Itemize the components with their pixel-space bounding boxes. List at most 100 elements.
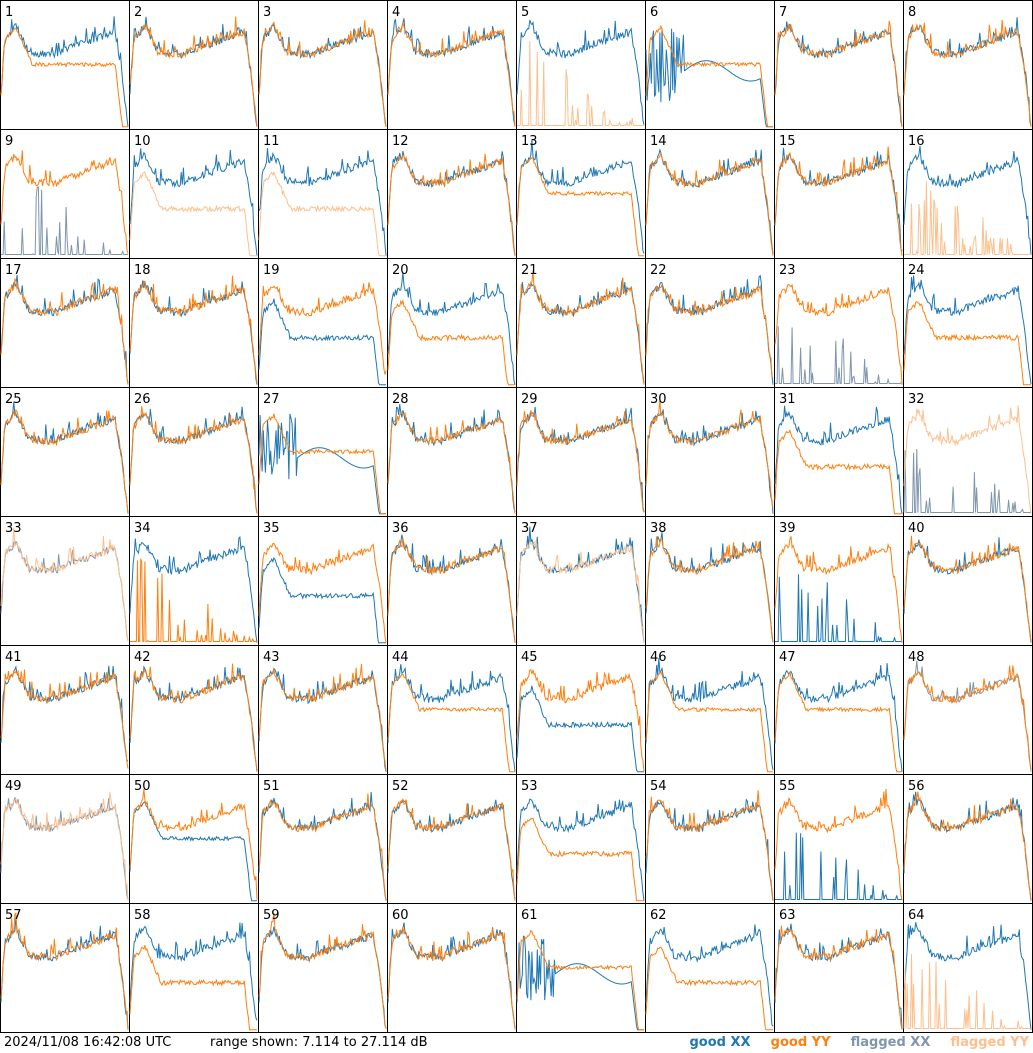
tile-panel: 33 [0,516,130,646]
tile-panel: 45 [516,645,646,775]
trace-yy [516,270,645,385]
tile-label: 30 [650,392,667,407]
trace-yy [645,283,774,378]
tile-label: 35 [263,521,280,536]
tile-panel: 41 [0,645,130,775]
trace-yy [0,408,129,514]
tile-label: 10 [134,134,151,149]
trace-yy [0,27,128,128]
trace-yy [387,538,516,643]
range-text: range shown: 7.114 to 27.114 dB [210,1035,428,1050]
tile-label: 25 [5,392,22,407]
tile-panel: 58 [129,903,259,1033]
tile-panel: 12 [387,129,517,259]
trace-yy [645,536,774,643]
trace-xx [0,16,129,127]
tile-label: 38 [650,521,667,536]
tile-label: 23 [779,263,796,278]
tile-label: 15 [779,134,796,149]
trace-xx [645,274,774,385]
trace-yy [129,406,258,514]
trace-yy [645,152,774,256]
trace-yy [129,788,258,900]
legend-good-xx: good XX [689,1035,751,1050]
trace-xx [775,574,902,643]
trace-yy [387,798,516,901]
tile-label: 8 [908,5,916,20]
trace-yy [645,946,773,1031]
trace-yy [0,527,129,642]
legend-good-yy: good YY [770,1035,831,1050]
footer: 2024/11/08 16:42:08 UTC range shown: 7.1… [0,1033,1033,1053]
trace-xx [645,658,774,770]
legend: good XX good YY flagged XX flagged YY [673,1035,1029,1050]
tile-panel: 54 [645,774,775,904]
tile-label: 37 [521,521,538,536]
tile-frame [903,0,1033,130]
trace-xx [645,409,774,514]
trace-yy [774,788,903,901]
trace-xx [258,667,387,772]
tile-label: 56 [908,779,925,794]
tile-label: 19 [263,263,280,278]
tile-panel: 61 [516,903,646,1033]
tile-label: 1 [5,5,13,20]
tile-frame [387,0,517,130]
tile-label: 54 [650,779,667,794]
trace-xx [129,148,258,256]
tile-panel: 53 [516,774,646,904]
trace-yy [516,157,644,257]
trace-yy [258,20,387,127]
tile-panel: 43 [258,645,388,775]
trace-xx [129,922,258,1021]
trace-yy [129,275,258,384]
trace-xx [903,791,1032,901]
trace-xx [775,326,903,384]
trace-yy [903,405,1032,514]
trace-yy [129,663,258,772]
tile-panel: 18 [129,258,259,388]
tile-panel: 20 [387,258,517,388]
tile-panel: 3 [258,0,388,130]
trace-xx [258,413,386,515]
trace-xx [129,800,257,902]
trace-yy [903,300,1031,386]
trace-xx [774,663,903,772]
tile-label: 28 [392,392,409,407]
trace-xx [387,404,516,513]
trace-yy [903,19,1032,127]
tile-label: 26 [134,392,151,407]
trace-xx [387,798,516,900]
tile-panel: 62 [645,903,775,1033]
tile-panel: 14 [645,129,775,259]
tile-panel: 51 [258,774,388,904]
tile-panel: 15 [774,129,904,259]
tile-panel: 46 [645,645,775,775]
tile-panel: 59 [258,903,388,1033]
tile-label: 17 [5,263,22,278]
trace-yy [129,171,257,257]
tile-label: 62 [650,908,667,923]
tile-label: 52 [392,779,409,794]
tile-label: 5 [521,5,529,20]
tile-panel: 23 [774,258,904,388]
trace-yy [258,912,387,1030]
trace-yy [516,410,645,513]
tile-label: 9 [5,134,13,149]
trace-yy [387,411,516,514]
trace-yy [387,926,516,1030]
trace-xx [0,797,129,900]
tile-panel: 44 [387,645,517,775]
tile-panel: 11 [258,129,388,259]
tile-panel: 5 [516,0,646,130]
trace-yy [645,790,774,901]
tile-panel: 4 [387,0,517,130]
trace-yy [645,399,774,509]
tile-panel: 35 [258,516,388,646]
trace-yy [516,929,644,1031]
trace-yy [774,20,903,127]
trace-xx [258,148,387,256]
tile-label: 57 [5,908,22,923]
tile-panel: 10 [129,129,259,259]
